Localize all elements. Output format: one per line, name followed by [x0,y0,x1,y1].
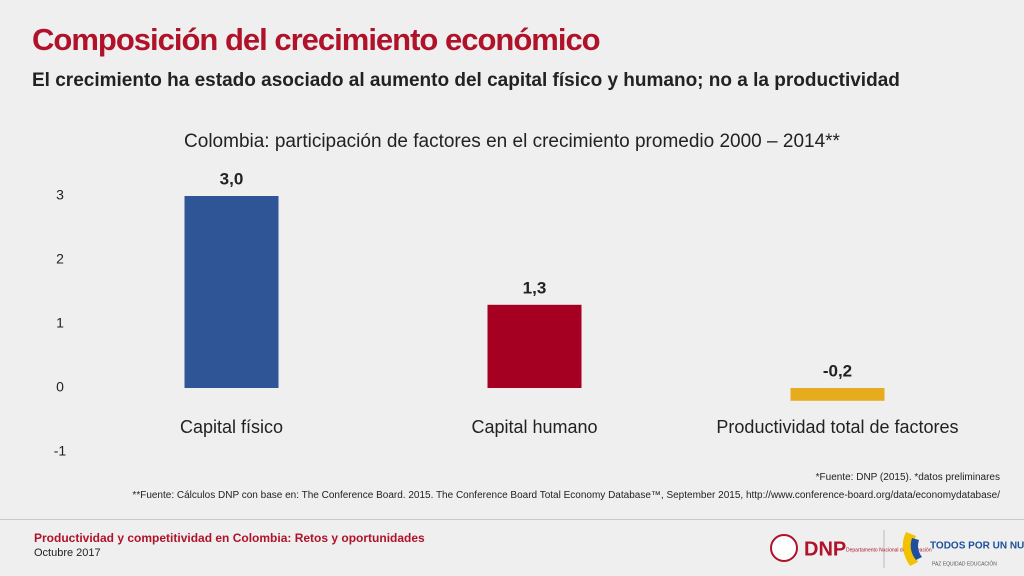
gov-icon [910,538,922,560]
slide-subtitle: El crecimiento ha estado asociado al aum… [32,70,900,91]
value-label: 1,3 [523,278,547,297]
footnote: **Fuente: Cálculos DNP con base en: The … [132,490,1000,501]
dnp-name: Departamento Nacional de Planeación [846,547,932,553]
bar [184,196,279,388]
bar [487,304,582,388]
chart: Colombia: participación de factores en e… [54,131,959,459]
y-tick-label: 3 [56,187,64,203]
x-tick-label: Capital físico [180,417,283,437]
x-tick-label: Capital humano [471,417,597,437]
x-tick-label: Productividad total de factores [716,417,958,437]
seal [770,534,798,562]
value-label: 3,0 [220,169,244,188]
logos: DNP Departamento Nacional de Planeación … [770,530,1024,568]
dnp-logo: DNP [804,538,846,560]
y-tick-label: 0 [56,379,64,395]
gov-logo: TODOS POR UN NUEVO PAÍS [930,539,1024,552]
footer-divider [0,519,1024,520]
y-tick-label: 2 [56,251,64,267]
footer-title: Productividad y competitividad en Colomb… [34,531,425,545]
y-tick-label: 1 [56,315,64,331]
gov-motto: PAZ EQUIDAD EDUCACIÓN [932,560,997,567]
slide-title: Composición del crecimiento económico [32,22,601,57]
footnote: *Fuente: DNP (2015). *datos preliminares [815,472,1000,483]
bar [790,388,885,401]
y-tick-label: -1 [54,443,67,459]
footer-date: Octubre 2017 [34,547,101,559]
chart-title: Colombia: participación de factores en e… [184,131,840,152]
value-label: -0,2 [823,361,852,380]
